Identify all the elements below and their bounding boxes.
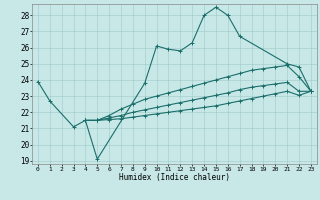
- X-axis label: Humidex (Indice chaleur): Humidex (Indice chaleur): [119, 173, 230, 182]
